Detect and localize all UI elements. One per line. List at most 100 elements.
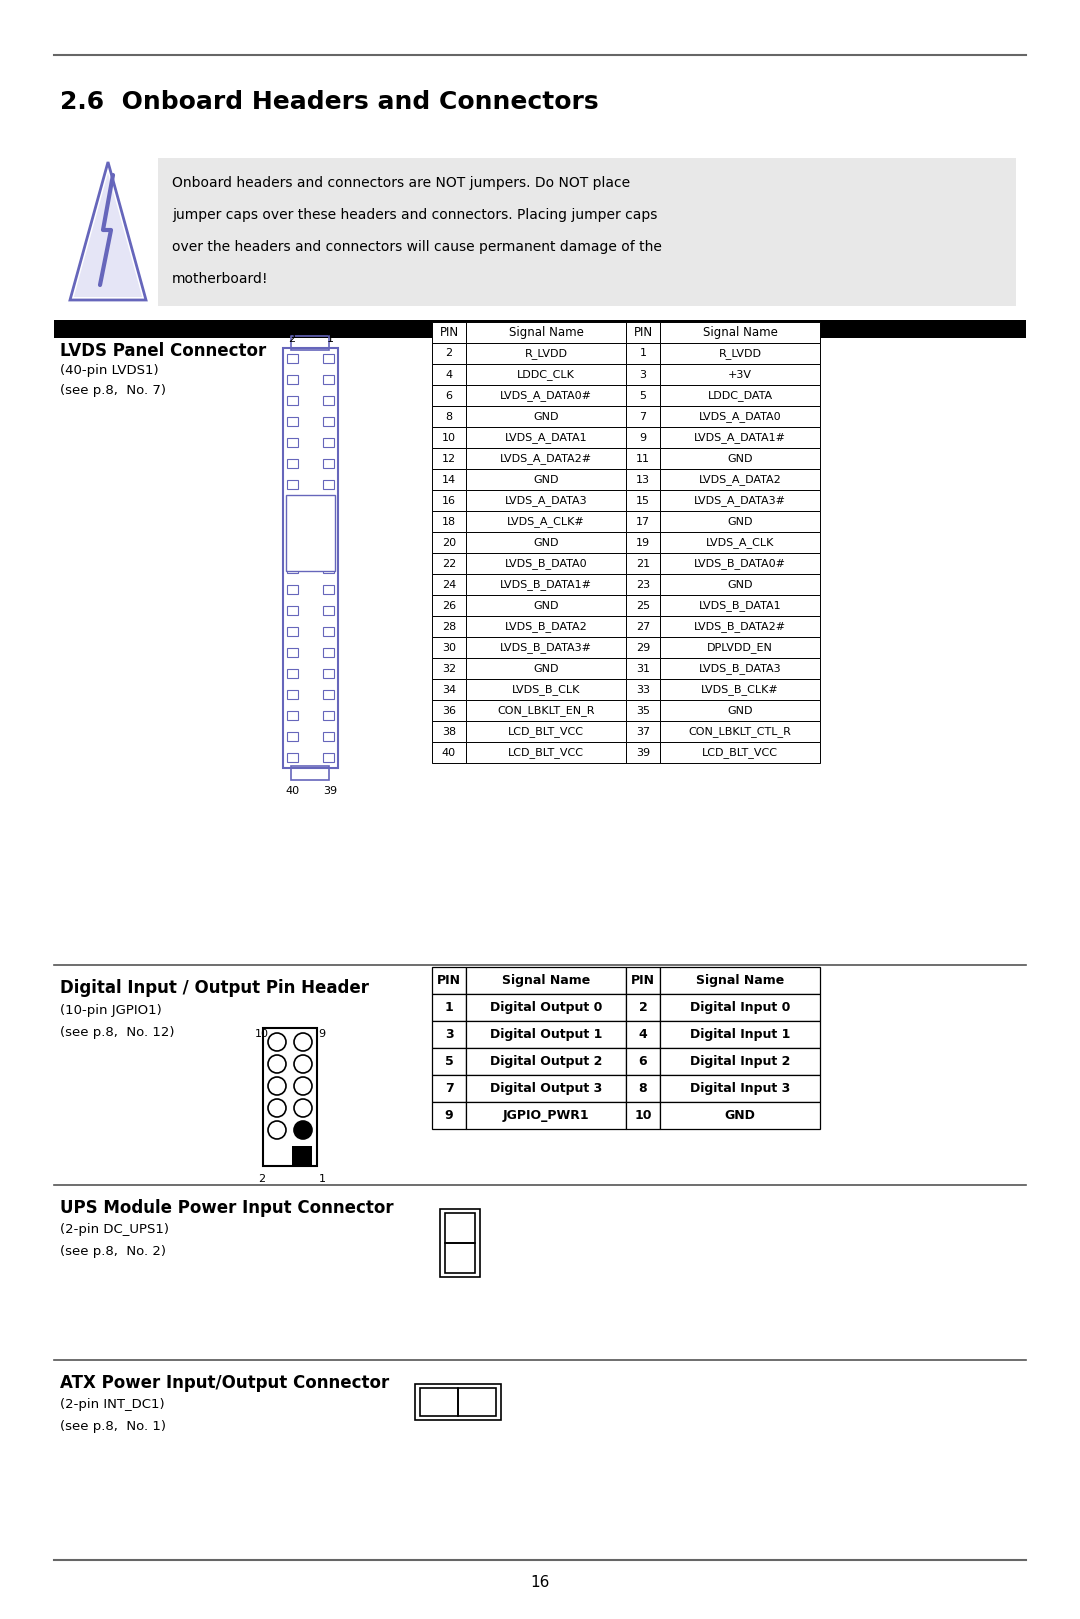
Bar bbox=[626, 512, 660, 533]
Text: 2: 2 bbox=[258, 1174, 266, 1183]
Bar bbox=[465, 678, 626, 699]
Text: LVDS_B_DATA3#: LVDS_B_DATA3# bbox=[500, 643, 592, 652]
Text: 32: 32 bbox=[442, 664, 456, 674]
Bar bbox=[432, 470, 465, 491]
Bar bbox=[660, 720, 820, 742]
Bar bbox=[432, 967, 465, 994]
Bar bbox=[323, 753, 334, 763]
Text: LDDC_DATA: LDDC_DATA bbox=[707, 390, 772, 402]
Text: 22: 22 bbox=[442, 559, 456, 568]
Bar bbox=[660, 615, 820, 636]
Text: 5: 5 bbox=[445, 1056, 454, 1069]
Bar bbox=[323, 732, 334, 742]
Bar bbox=[626, 1022, 660, 1047]
Bar bbox=[465, 967, 626, 994]
Text: (see p.8,  No. 1): (see p.8, No. 1) bbox=[60, 1420, 166, 1433]
Text: 7: 7 bbox=[639, 411, 647, 421]
Bar bbox=[626, 385, 660, 406]
Bar bbox=[323, 648, 334, 657]
Bar bbox=[287, 563, 298, 573]
Text: (40-pin LVDS1): (40-pin LVDS1) bbox=[60, 364, 159, 377]
Bar bbox=[626, 554, 660, 575]
Bar bbox=[432, 364, 465, 385]
Bar bbox=[432, 533, 465, 554]
Text: 31: 31 bbox=[636, 664, 650, 674]
Text: Digital Input 2: Digital Input 2 bbox=[690, 1056, 791, 1069]
Bar bbox=[287, 521, 298, 531]
Bar bbox=[458, 1387, 496, 1417]
Bar bbox=[432, 1075, 465, 1103]
Bar bbox=[626, 343, 660, 364]
Bar bbox=[287, 690, 298, 699]
Text: 10: 10 bbox=[255, 1030, 269, 1039]
Text: LVDS_B_DATA1#: LVDS_B_DATA1# bbox=[500, 580, 592, 589]
Bar bbox=[660, 575, 820, 596]
Text: 11: 11 bbox=[636, 453, 650, 463]
Bar bbox=[626, 427, 660, 448]
Bar bbox=[660, 427, 820, 448]
Text: LVDS_A_DATA1#: LVDS_A_DATA1# bbox=[694, 432, 786, 444]
Bar bbox=[626, 533, 660, 554]
Bar bbox=[660, 385, 820, 406]
Bar bbox=[323, 584, 334, 594]
Bar bbox=[432, 385, 465, 406]
Bar bbox=[432, 575, 465, 596]
Bar bbox=[445, 1213, 475, 1243]
Bar bbox=[626, 1103, 660, 1128]
Bar bbox=[432, 427, 465, 448]
Text: over the headers and connectors will cause permanent damage of the: over the headers and connectors will cau… bbox=[172, 240, 662, 254]
Bar bbox=[465, 364, 626, 385]
Bar bbox=[465, 470, 626, 491]
Bar bbox=[660, 596, 820, 615]
Text: motherboard!: motherboard! bbox=[172, 272, 269, 287]
Text: Digital Input 0: Digital Input 0 bbox=[690, 1001, 791, 1013]
Bar bbox=[660, 1075, 820, 1103]
Bar bbox=[626, 994, 660, 1022]
Text: R_LVDD: R_LVDD bbox=[525, 348, 567, 359]
Bar bbox=[323, 460, 334, 468]
Bar bbox=[626, 575, 660, 596]
Text: PIN: PIN bbox=[440, 325, 459, 338]
Bar bbox=[432, 657, 465, 678]
Bar bbox=[660, 699, 820, 720]
Bar bbox=[465, 1075, 626, 1103]
Bar bbox=[626, 657, 660, 678]
Text: 4: 4 bbox=[638, 1028, 647, 1041]
Text: (10-pin JGPIO1): (10-pin JGPIO1) bbox=[60, 1004, 162, 1017]
Text: 2: 2 bbox=[638, 1001, 647, 1013]
Bar bbox=[626, 364, 660, 385]
Bar bbox=[660, 364, 820, 385]
Polygon shape bbox=[73, 173, 143, 296]
Bar bbox=[660, 1047, 820, 1075]
Bar bbox=[626, 448, 660, 470]
Bar bbox=[465, 742, 626, 763]
Text: LVDS_A_DATA0: LVDS_A_DATA0 bbox=[699, 411, 781, 423]
Bar bbox=[465, 512, 626, 533]
Bar bbox=[158, 159, 1016, 306]
Bar bbox=[432, 1103, 465, 1128]
Text: 40: 40 bbox=[442, 748, 456, 758]
Bar bbox=[465, 575, 626, 596]
Text: LVDS_B_DATA3: LVDS_B_DATA3 bbox=[699, 664, 781, 674]
Text: 1: 1 bbox=[319, 1174, 325, 1183]
Text: 27: 27 bbox=[636, 622, 650, 631]
Text: 26: 26 bbox=[442, 601, 456, 610]
Bar bbox=[626, 699, 660, 720]
Bar bbox=[323, 711, 334, 720]
Bar bbox=[465, 994, 626, 1022]
Bar bbox=[432, 678, 465, 699]
Text: Digital Output 3: Digital Output 3 bbox=[490, 1081, 603, 1094]
Bar bbox=[323, 376, 334, 384]
Text: LVDS_A_DATA1: LVDS_A_DATA1 bbox=[504, 432, 588, 444]
Bar bbox=[323, 397, 334, 405]
Bar bbox=[465, 448, 626, 470]
Text: +3V: +3V bbox=[728, 369, 752, 379]
Text: 2: 2 bbox=[445, 348, 453, 358]
Bar bbox=[287, 627, 298, 636]
Text: 9: 9 bbox=[639, 432, 647, 442]
Text: 25: 25 bbox=[636, 601, 650, 610]
Text: 38: 38 bbox=[442, 727, 456, 737]
Bar bbox=[323, 563, 334, 573]
Text: 20: 20 bbox=[442, 538, 456, 547]
Bar bbox=[432, 1022, 465, 1047]
